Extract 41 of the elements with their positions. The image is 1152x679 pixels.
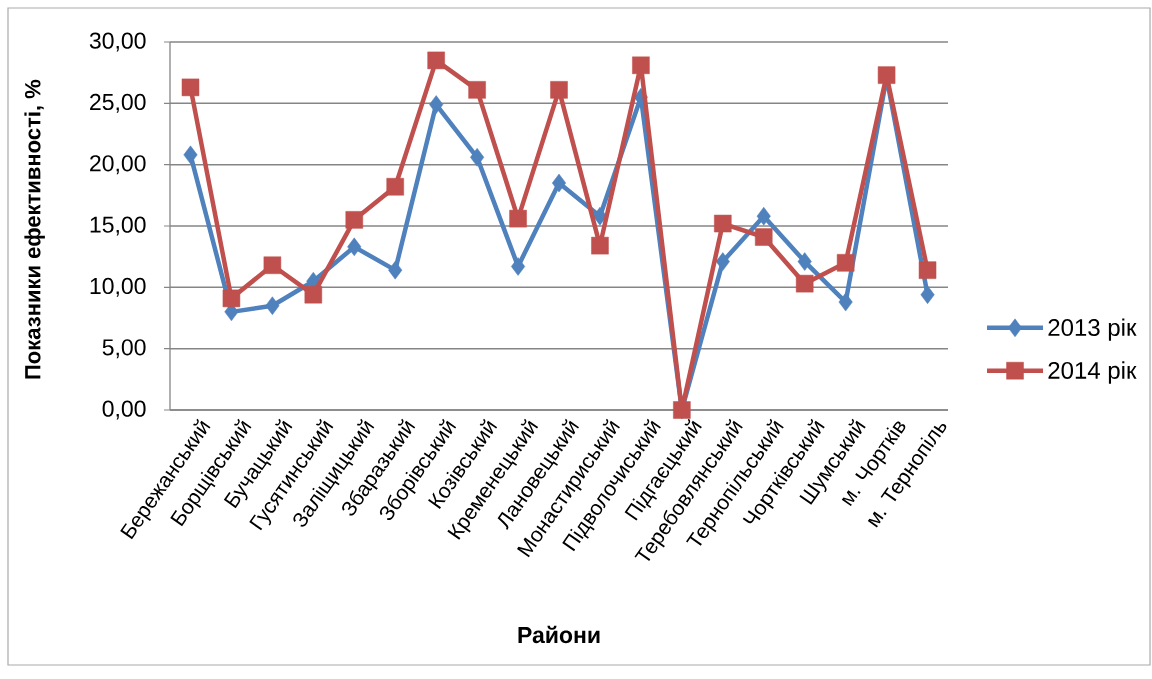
point <box>388 260 403 280</box>
point <box>345 211 364 229</box>
point <box>183 145 198 165</box>
legend-label: 2014 рік <box>1048 361 1137 384</box>
point <box>304 285 323 304</box>
point <box>509 209 527 228</box>
point <box>797 252 812 271</box>
point <box>552 173 566 193</box>
y-tick-label: 30,00 <box>89 32 146 52</box>
point <box>511 257 526 276</box>
point <box>222 289 241 308</box>
point <box>755 228 773 246</box>
point <box>795 274 814 293</box>
x-axis-title: Райони <box>518 625 600 644</box>
y-axis-title: Показники ефективності, % <box>24 79 45 379</box>
point <box>265 296 280 315</box>
point <box>756 206 771 226</box>
legend-label: 2013 рік <box>1048 318 1137 341</box>
y-tick-label: 25,00 <box>90 93 146 113</box>
point <box>468 81 486 99</box>
point <box>427 51 445 70</box>
point <box>918 261 937 279</box>
point <box>632 56 650 75</box>
point <box>714 214 732 233</box>
y-tick-label: 0,00 <box>102 400 146 420</box>
y-tick-label: 5,00 <box>102 339 146 359</box>
point <box>550 81 568 99</box>
point <box>386 177 404 196</box>
point <box>347 237 362 257</box>
point <box>263 256 282 274</box>
point <box>838 292 853 312</box>
point <box>836 254 855 272</box>
y-tick-label: 15,00 <box>90 216 146 236</box>
point <box>920 285 935 304</box>
point <box>591 236 609 255</box>
y-tick-label: 10,00 <box>90 277 146 297</box>
point <box>470 148 485 167</box>
point <box>181 78 200 97</box>
point <box>429 95 444 114</box>
y-tick-label: 20,00 <box>90 155 146 175</box>
point <box>715 252 730 271</box>
